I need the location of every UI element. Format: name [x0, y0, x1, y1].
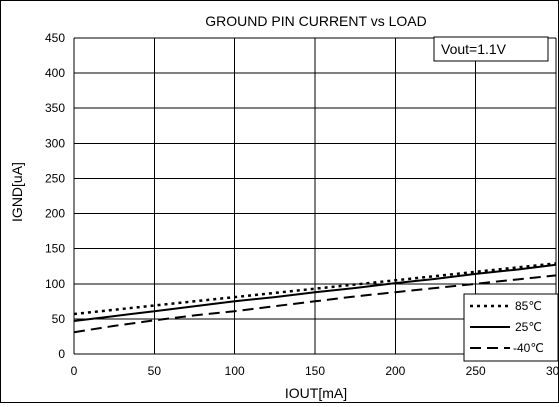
- x-tick-label: 150: [305, 364, 325, 378]
- y-tick-label: 0: [58, 347, 65, 361]
- series-layer: [73, 262, 557, 334]
- series-line-minus40c: [73, 274, 557, 334]
- y-tick-label: 200: [45, 207, 65, 221]
- y-tick-label: 300: [45, 136, 65, 150]
- annotation-box: Vout=1.1V: [433, 36, 549, 62]
- x-tick-label: 300: [546, 364, 558, 378]
- x-tick-label: 0: [71, 364, 78, 378]
- legend-label-85c: 85℃: [515, 299, 542, 313]
- y-tick-label: 150: [45, 242, 65, 256]
- x-axis-label: IOUT[mA]: [285, 385, 347, 401]
- grid-layer: [73, 37, 557, 355]
- x-tick-label: 200: [385, 364, 405, 378]
- axis-layer: 0 50 100 150 200 250 300 0 50 100 150 200 250 300 350 4…: [45, 31, 559, 378]
- annotation-vout: Vout=1.1V: [441, 41, 507, 57]
- x-tick-label: 100: [225, 364, 245, 378]
- y-axis-label: IGND[uA]: [9, 162, 25, 222]
- chart-title: GROUND PIN CURRENT vs LOAD: [205, 13, 426, 29]
- y-tick-label: 450: [45, 31, 65, 45]
- series-line-25c: [73, 263, 557, 322]
- legend: 85℃ 25℃ -40℃: [463, 293, 559, 362]
- y-tick-label: 400: [45, 66, 65, 80]
- legend-label-25c: 25℃: [515, 320, 542, 334]
- y-tick-label: 250: [45, 171, 65, 185]
- y-tick-label: 350: [45, 101, 65, 115]
- legend-label-minus40c: -40℃: [513, 341, 544, 355]
- y-tick-label: 50: [52, 312, 66, 326]
- annotation-frame: [433, 36, 549, 62]
- y-tick-label: 100: [45, 277, 65, 291]
- x-tick-label: 50: [148, 364, 162, 378]
- x-tick-label: 250: [466, 364, 486, 378]
